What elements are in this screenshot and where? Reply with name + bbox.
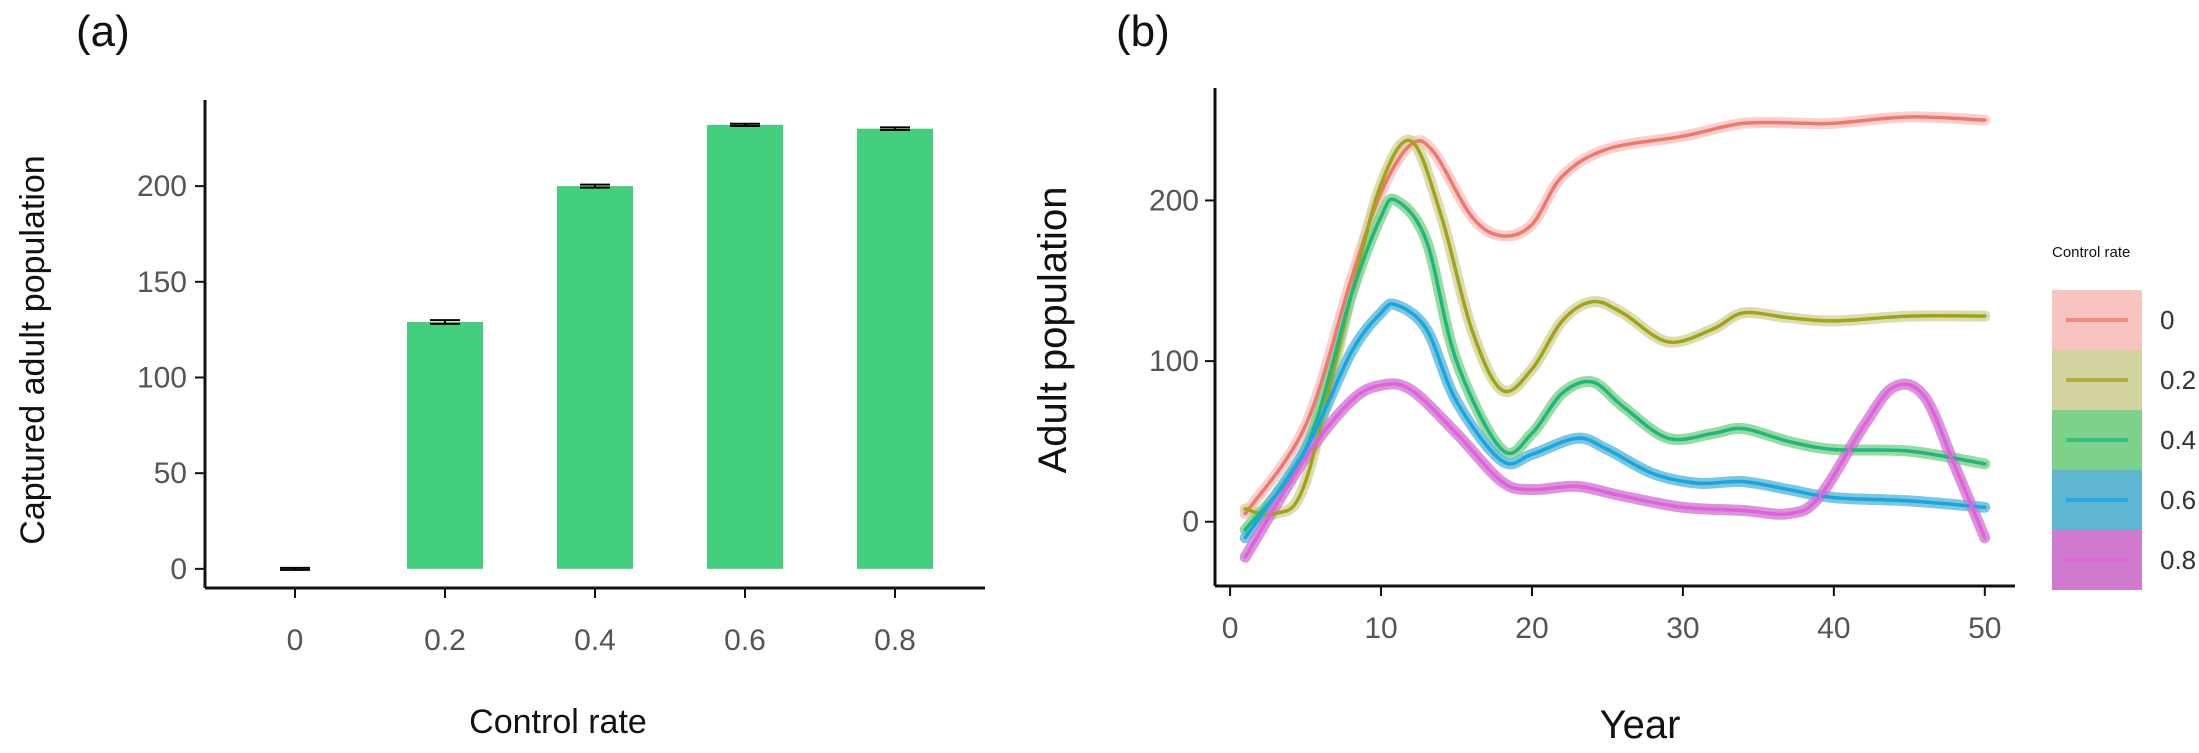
bar	[857, 128, 933, 569]
panel-a-y-tick-label: 100	[137, 361, 187, 394]
panel-b-x-tick-label: 40	[1817, 612, 1850, 645]
panel-b-x-tick-label: 10	[1364, 612, 1397, 645]
panel-b-y-tick-label: 100	[1149, 345, 1199, 378]
panel-b-y-tick-label: 0	[1182, 506, 1199, 539]
panel-a-bars	[257, 122, 933, 571]
panel-a-x-axis-title: Control rate	[469, 703, 647, 741]
panel-b-x-tick-label: 0	[1222, 612, 1239, 645]
legend-title: Control rate	[2052, 244, 2130, 261]
panel-b-y-ticks: 0 100 200	[1149, 184, 1215, 539]
legend: Control rate 0 0.2 0.4 0.6 0.8	[2052, 244, 2196, 590]
panel-a-bar-chart: (a) Captured adult population Control ra…	[14, 7, 985, 741]
legend-label-0.2: 0.2	[2160, 365, 2196, 395]
legend-items: 0 0.2 0.4 0.6 0.8	[2052, 290, 2196, 590]
panel-a-x-tick-label: 0.6	[724, 624, 766, 657]
panel-a-y-ticks: 0 50 100 150 200	[137, 170, 205, 586]
panel-b-x-ticks: 0 10 20 30 40 50	[1222, 586, 2001, 645]
panel-b-x-tick-label: 50	[1968, 612, 2001, 645]
panel-a-x-tick-label: 0.2	[424, 624, 466, 657]
panel-a-x-tick-label: 0	[287, 624, 304, 657]
series-band-0.6	[1239, 298, 1991, 544]
legend-label-0: 0	[2160, 305, 2174, 335]
panel-b-label: (b)	[1116, 7, 1170, 56]
bar	[707, 124, 783, 569]
panel-a-y-tick-label: 50	[154, 457, 187, 490]
panel-a-x-tick-label: 0.8	[874, 624, 916, 657]
panel-b-confidence-bands	[1239, 111, 1991, 563]
panel-b-series-lines	[1243, 115, 1987, 559]
series-line-0	[1243, 115, 1987, 516]
bar	[407, 321, 483, 569]
panel-b-line-chart: (b) Adult population Year 0 10 20 30 40 50 0 1…	[1031, 7, 2015, 747]
bar	[557, 186, 633, 569]
panel-b-x-tick-label: 20	[1515, 612, 1548, 645]
panel-b-x-tick-label: 30	[1666, 612, 1699, 645]
panel-b-y-axis-title: Adult population	[1031, 187, 1075, 474]
panel-a-label: (a)	[76, 7, 130, 56]
panel-a-y-axis-title: Captured adult population	[14, 155, 52, 544]
legend-label-0.8: 0.8	[2160, 545, 2196, 575]
panel-b-y-tick-label: 200	[1149, 184, 1199, 217]
panel-b-axes	[1213, 88, 2015, 588]
panel-a-y-tick-label: 200	[137, 170, 187, 203]
legend-label-0.4: 0.4	[2160, 425, 2196, 455]
panel-a-x-tick-label: 0.4	[574, 624, 616, 657]
series-line-0.4	[1243, 197, 1987, 532]
legend-label-0.6: 0.6	[2160, 485, 2196, 515]
panel-a-y-tick-label: 0	[170, 553, 187, 586]
panel-b-x-axis-title: Year	[1600, 703, 1681, 747]
series-line-0.6	[1243, 302, 1987, 540]
series-line-0.8	[1243, 382, 1987, 559]
panel-a-y-tick-label: 150	[137, 266, 187, 299]
panel-a-x-ticks: 0 0.2 0.4 0.6 0.8	[287, 588, 916, 657]
